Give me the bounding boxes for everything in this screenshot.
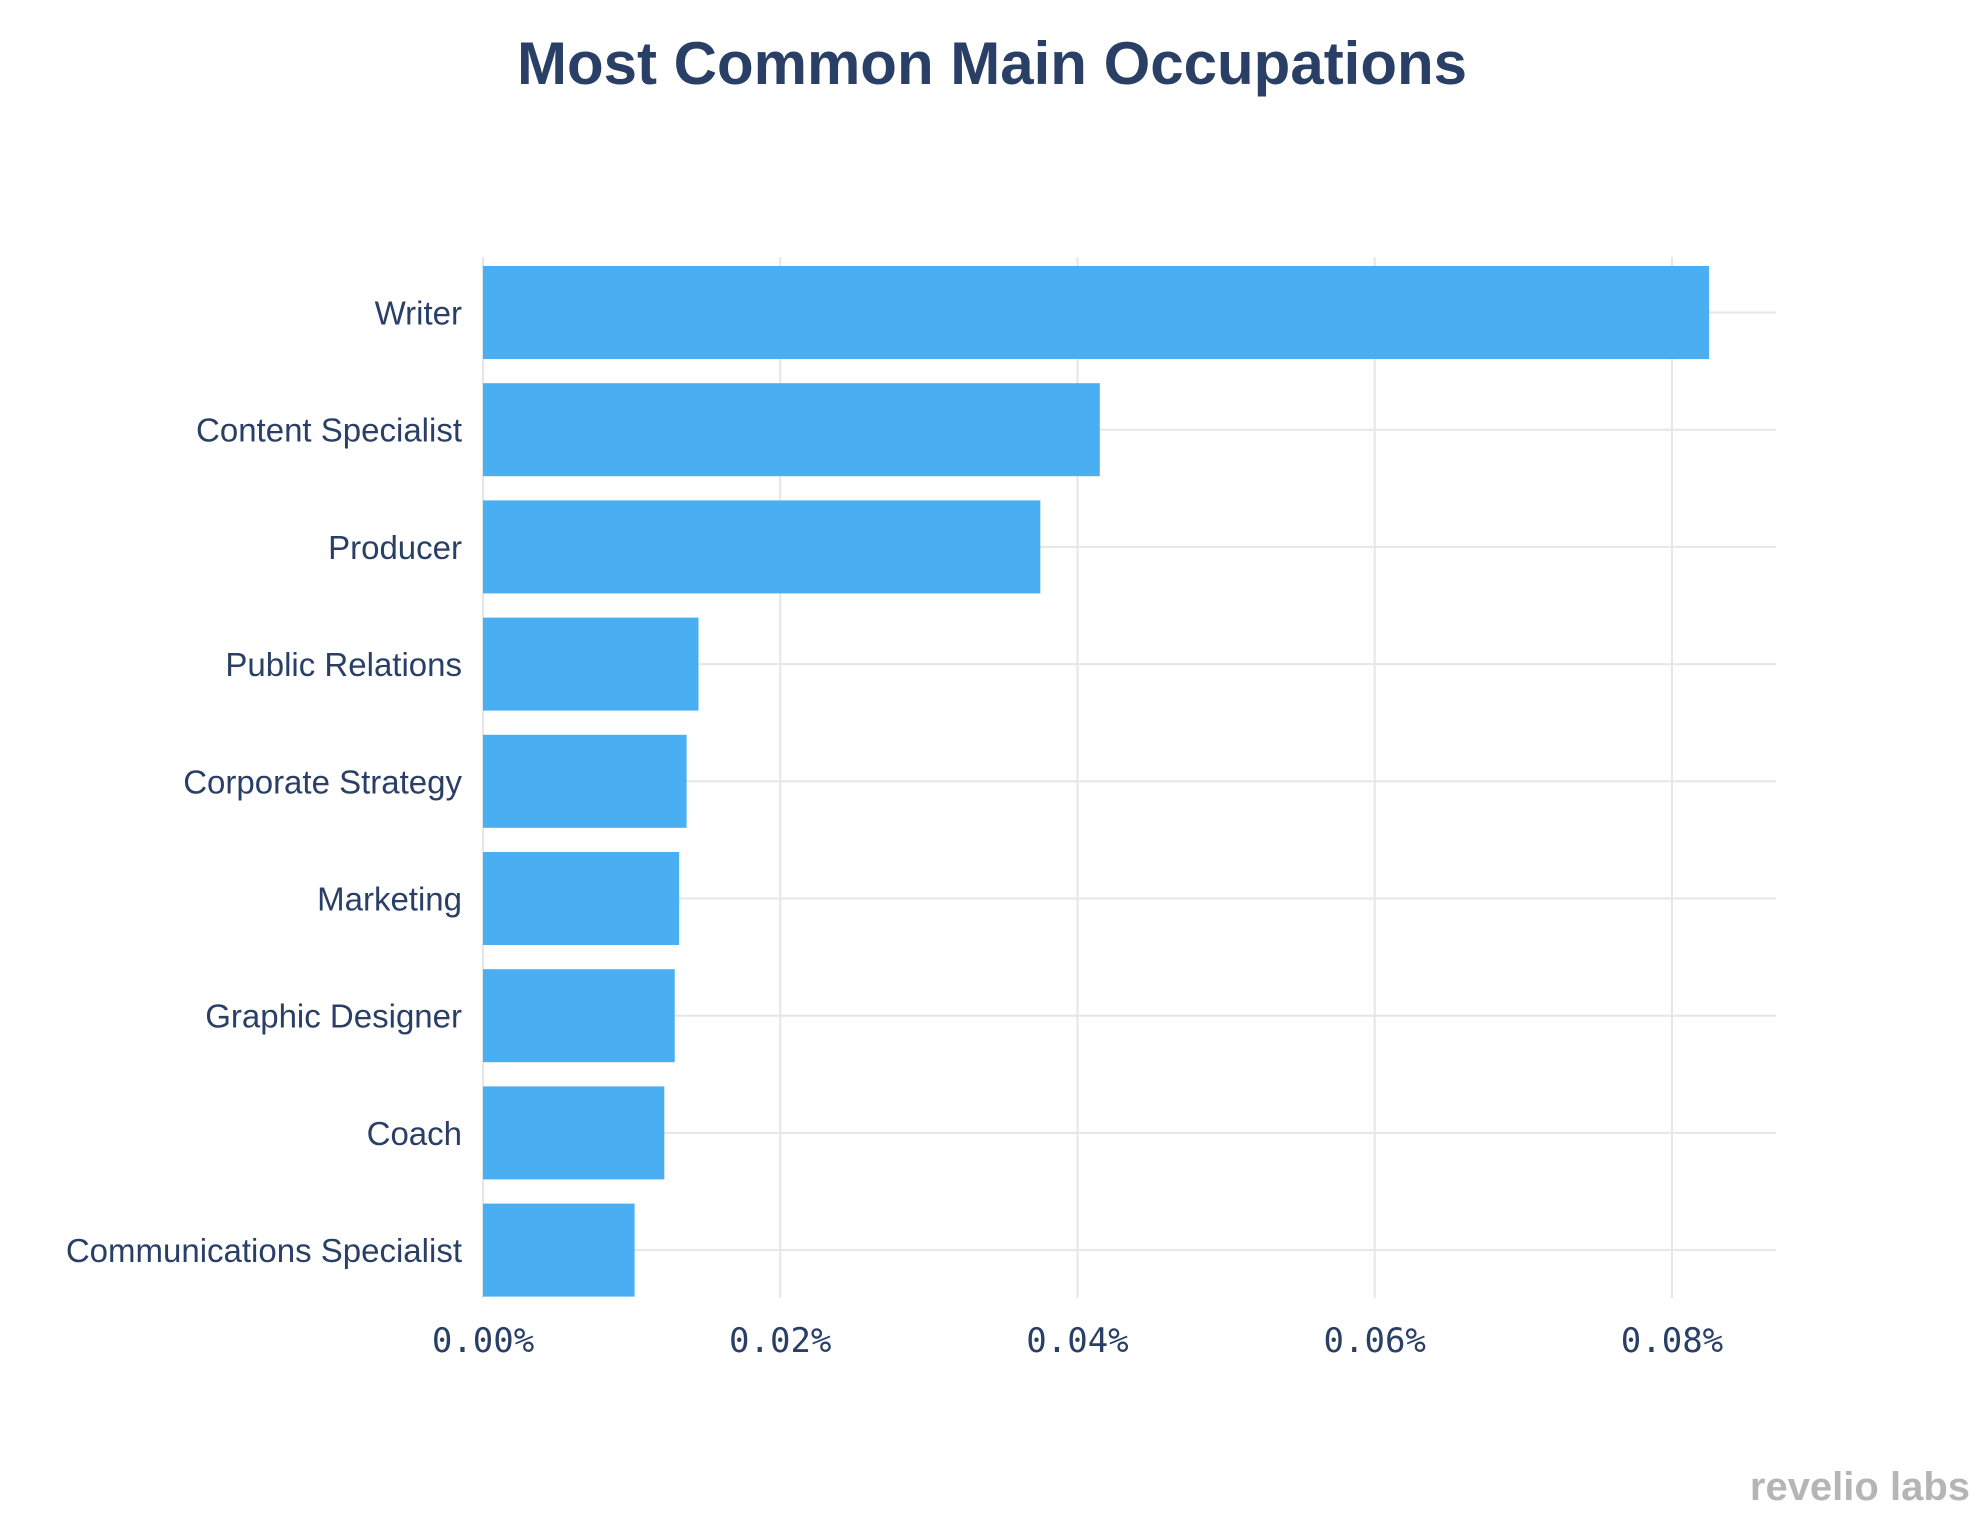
x-tick-label: 0.00% [432, 1321, 534, 1361]
x-tick-label: 0.06% [1324, 1321, 1426, 1361]
category-label: Writer [375, 295, 462, 332]
category-label: Corporate Strategy [183, 763, 462, 800]
bar-corporate-strategy [483, 734, 687, 828]
x-tick-label: 0.04% [1026, 1321, 1128, 1361]
category-label: Producer [328, 529, 462, 566]
category-label: Graphic Designer [205, 998, 462, 1035]
category-label: Coach [367, 1115, 462, 1152]
bar-graphic-designer [483, 969, 675, 1063]
x-tick-label: 0.02% [729, 1321, 831, 1361]
bar-content-specialist [483, 383, 1100, 477]
bar-writer [483, 266, 1710, 359]
chart-title: Most Common Main Occupations [517, 30, 1467, 97]
x-tick-label: 0.08% [1621, 1321, 1723, 1361]
brand-logo: revelio labs [1750, 1465, 1970, 1509]
x-axis-tick-labels: 0.00% 0.02% 0.04% 0.06% 0.08% [432, 1321, 1723, 1361]
category-label: Content Specialist [196, 412, 462, 449]
category-labels: Writer Content Specialist Producer Public R… [66, 295, 463, 1270]
bar-public-relations [483, 617, 699, 711]
bar-producer [483, 500, 1041, 594]
bar-marketing [483, 852, 680, 945]
bar-coach [483, 1086, 665, 1180]
category-label: Communications Specialist [66, 1232, 462, 1269]
category-label: Public Relations [225, 646, 462, 683]
category-label: Marketing [317, 881, 462, 918]
bar-communications-specialist [483, 1203, 635, 1297]
bars [483, 266, 1710, 1297]
